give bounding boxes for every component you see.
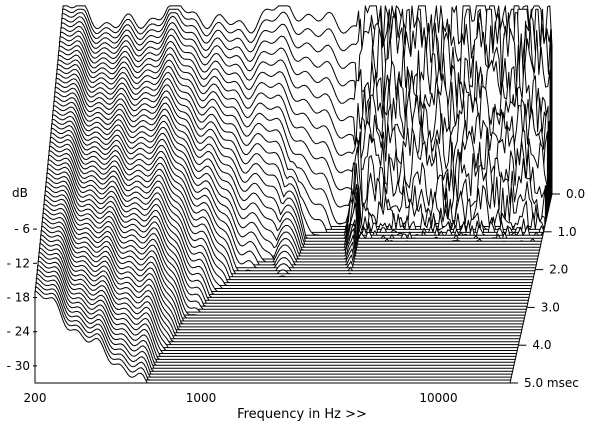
z-axis-ticks: 0.0 1.0 2.0 3.0 4.0 5.0 msec	[509, 187, 585, 390]
y-tick-label: - 30	[7, 359, 30, 373]
x-tick-label: 1000	[186, 391, 217, 405]
z-tick-label: 4.0	[532, 338, 551, 352]
y-axis-label: dB	[12, 186, 28, 200]
z-axis-line	[509, 193, 553, 384]
y-tick-label: - 24	[7, 325, 30, 339]
z-tick-label: 1.0	[558, 225, 577, 239]
x-axis-ticks: 200 1000 10000	[24, 391, 458, 405]
z-tick-label: 3.0	[541, 300, 560, 314]
y-tick-label: - 12	[7, 256, 30, 270]
x-axis-label: Frequency in Hz >>	[237, 407, 367, 422]
y-axis-ticks: - 6 - 12 - 18 - 24 - 30	[7, 222, 37, 373]
y-tick-label: - 18	[7, 291, 30, 305]
chart-axes: dB - 6 - 12 - 18 - 24 - 30 200 1000 10000 0.0 1…	[7, 186, 586, 422]
decay-slice	[42, 212, 523, 331]
waterfall-slices	[34, 5, 553, 384]
x-tick-label: 200	[24, 391, 47, 405]
z-tick-label: 5.0 msec	[524, 376, 579, 390]
decay-slice	[34, 290, 511, 384]
z-tick-label: 0.0	[566, 187, 585, 201]
x-tick-label: 10000	[419, 391, 457, 405]
z-tick-label: 2.0	[549, 263, 568, 277]
decay-slice	[42, 208, 523, 328]
y-tick-label: - 6	[14, 222, 30, 236]
